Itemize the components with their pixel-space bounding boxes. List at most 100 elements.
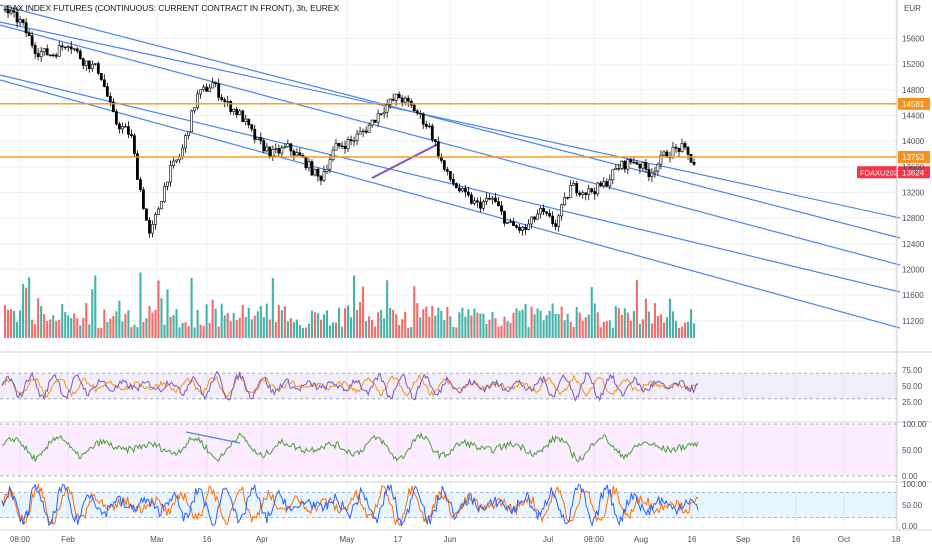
candle-body [151,224,154,234]
volume-bar [491,311,494,338]
candle-body [418,112,422,115]
volume-bar [443,319,446,338]
candle-body [542,208,546,213]
candle-body [289,143,293,152]
volume-bar [446,306,449,338]
candle-body [533,216,536,220]
candle-body [433,139,437,143]
channel-line [0,24,901,266]
candle-body [108,95,112,103]
volume-bar [407,327,410,338]
candle-body [3,8,7,11]
candle-body [406,97,410,102]
volume-bar [121,321,124,338]
candle-body [358,131,362,135]
candle-body [154,214,157,225]
candle-body [506,221,509,224]
candle-body [524,226,527,230]
volume-bar [310,310,313,338]
volume-bar [674,321,678,338]
volume-bar [431,305,434,338]
volume-bar [220,303,223,338]
volume-bar [322,314,326,338]
volume-bar [133,324,136,338]
candle-body [250,124,254,130]
volume-bars [4,272,696,338]
candle-body [157,208,160,215]
volume-bar [232,312,235,338]
volume-bar [533,314,536,338]
price-level-label: 13753 [902,153,925,162]
candle-body [120,126,124,130]
volume-bar [34,324,37,338]
candle-body [650,172,654,178]
volume-bar [419,317,422,338]
volume-bar [470,315,473,338]
volume-bar [139,272,142,338]
candle-body [295,152,299,156]
volume-bar [163,324,166,338]
volume-bar [368,316,371,338]
candle-body [175,159,178,162]
volume-bar [440,310,443,338]
candle-body [202,86,206,90]
candle-body [217,83,221,98]
volume-bar [211,299,214,338]
candle-body [584,192,588,196]
candle-body [686,146,690,155]
volume-bar [70,318,73,338]
volume-bar [638,323,641,338]
candle-body [205,86,209,92]
candle-body [460,188,464,192]
candle-body [286,143,290,148]
candle-body [680,143,684,152]
candle-body [551,215,555,224]
candle-body [355,133,359,141]
volume-bar [40,306,43,338]
volume-bar [214,308,217,338]
candle-body [145,208,148,221]
volume-bar [205,304,208,338]
candle-body [274,148,278,150]
price-tick-label: 12800 [902,214,925,223]
volume-bar [286,321,289,338]
candle-body [602,181,606,187]
volume-bar [506,321,509,338]
volume-bar [671,311,675,338]
stoch-tick-label: 50.00 [902,501,923,510]
price-tick-label: 11600 [902,291,924,300]
candle-body [96,63,100,74]
volume-bar [452,326,455,338]
volume-bar [280,310,283,338]
candle-body [334,142,338,151]
volume-bar [325,310,329,338]
candle-body [482,201,485,209]
candle-body [313,168,317,176]
volume-bar [277,305,280,338]
last-price-label: 13624 [902,168,925,177]
candle-body [127,126,130,135]
candle-body [337,142,341,147]
volume-bar [362,286,365,338]
volume-bar [208,322,211,338]
volume-bar [527,327,530,338]
volume-bar [238,317,241,338]
volume-bar [307,323,310,338]
candle-body [376,113,380,123]
volume-bar [434,315,437,338]
candle-body [319,175,323,181]
candle-body [415,110,419,114]
volume-bar [593,303,596,338]
candle-body [226,101,230,103]
candle-body [683,143,687,148]
volume-bar [22,284,25,338]
volume-bar [521,309,524,338]
candle-body [581,192,585,195]
candle-body [373,119,377,123]
volume-bar [494,318,497,338]
candle-body [27,32,31,37]
candle-body [253,128,257,140]
candle-body [262,140,266,152]
chart-title: DAX INDEX FUTURES (CONTINUOUS: CURRENT C… [6,3,339,13]
